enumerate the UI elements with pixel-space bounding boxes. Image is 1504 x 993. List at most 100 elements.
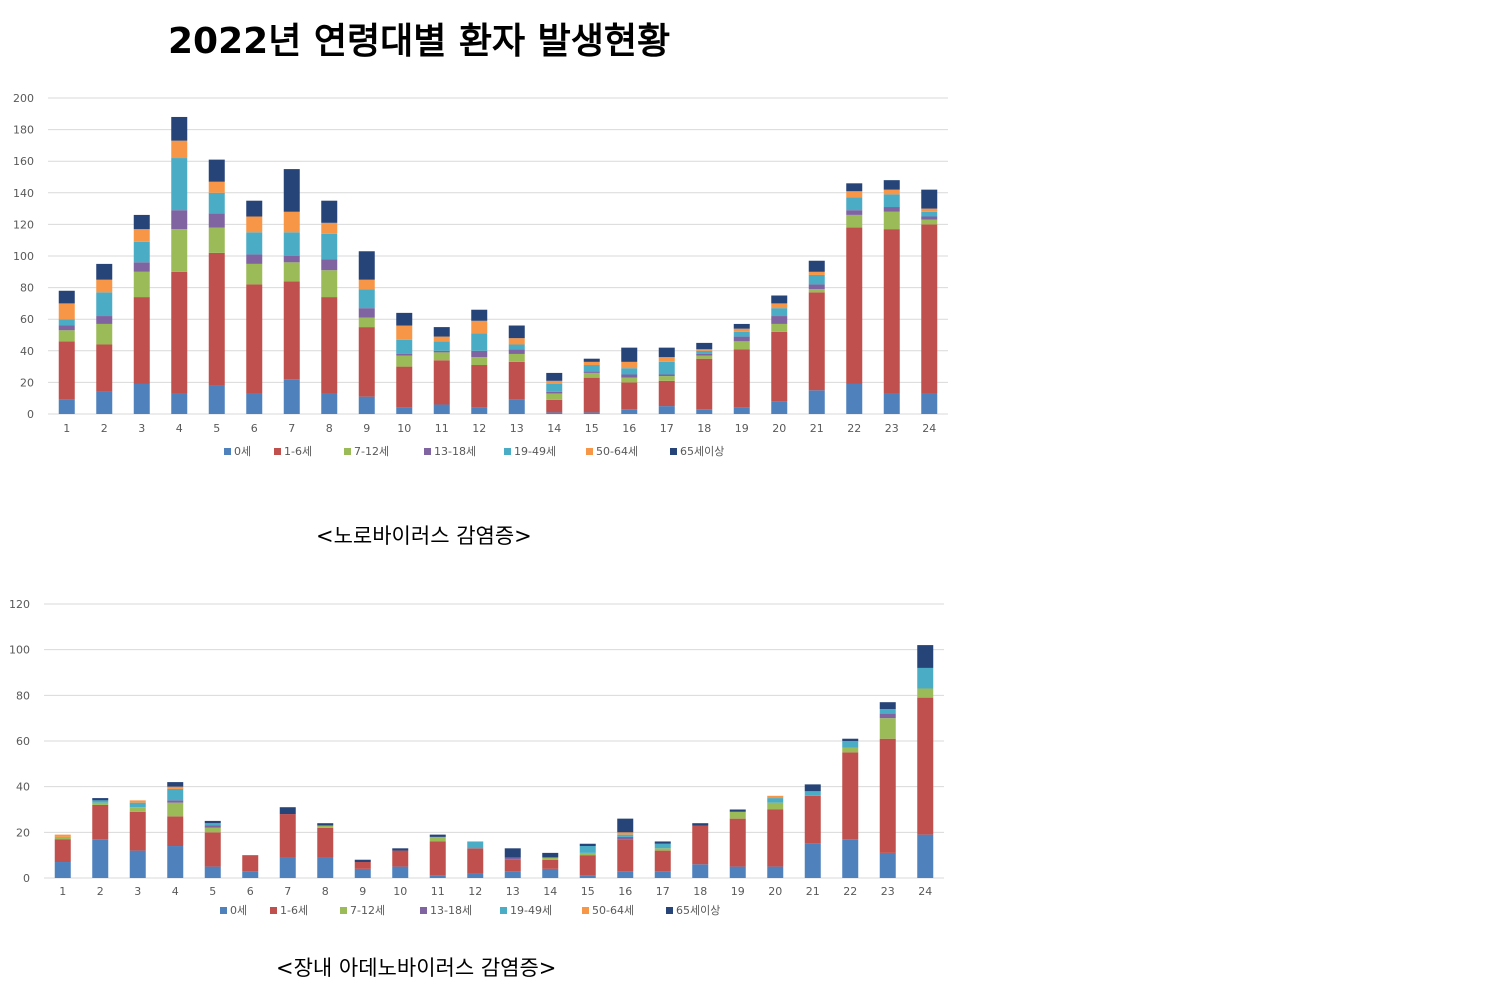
x-tick-label: 10 [393, 885, 407, 898]
bar-segment [658, 376, 675, 381]
x-tick-label: 4 [172, 885, 179, 898]
bar-segment [133, 262, 150, 272]
bar-segment [129, 802, 146, 808]
bar-segment [921, 189, 938, 209]
bar-segment [246, 263, 263, 285]
legend-label: 19-49세 [514, 445, 556, 458]
bar-segment [317, 823, 334, 826]
bar-segment [546, 399, 563, 413]
legend-label: 0세 [230, 904, 247, 917]
bar-segment [583, 371, 600, 373]
bar-segment [879, 718, 896, 739]
bar-segment [808, 390, 825, 414]
bar-segment [733, 336, 750, 342]
bar-segment [767, 795, 784, 799]
x-tick-label: 3 [134, 885, 141, 898]
bar-segment [767, 798, 784, 803]
bar-segment [58, 341, 75, 400]
bar-segment [246, 254, 263, 264]
bar-segment [471, 320, 488, 334]
bar-segment [96, 323, 113, 345]
bar-segment [208, 227, 225, 253]
bar-segment [883, 229, 900, 394]
y-tick-label: 100 [13, 250, 34, 263]
bar-segment [396, 355, 413, 367]
bar-segment [58, 290, 75, 304]
bar-segment [208, 192, 225, 214]
bar-segment [429, 875, 446, 878]
y-tick-label: 60 [20, 313, 34, 326]
bar-segment [696, 409, 713, 414]
bar-segment [358, 251, 375, 280]
bar-segment [733, 349, 750, 408]
bar-segment [354, 862, 371, 869]
bar-segment [279, 814, 296, 858]
legend-swatch [666, 907, 673, 914]
bar-segment [92, 802, 109, 805]
bar-segment [246, 284, 263, 394]
y-tick-label: 100 [9, 644, 30, 657]
x-tick-label: 12 [472, 422, 486, 435]
bar-segment [54, 836, 71, 840]
bar-segment [542, 859, 559, 869]
bar-segment [504, 857, 521, 860]
bar-segment [133, 271, 150, 298]
bar-segment [508, 353, 525, 362]
bar-segment [621, 409, 638, 414]
bar-segment [921, 224, 938, 394]
bar-segment [583, 365, 600, 372]
x-tick-label: 20 [768, 885, 782, 898]
bar-segment [654, 841, 671, 844]
bar-segment [879, 852, 896, 878]
bar-segment [583, 377, 600, 413]
bar-segment [733, 407, 750, 414]
bar-segment [96, 391, 113, 414]
bar-segment [921, 208, 938, 212]
x-tick-label: 18 [693, 885, 707, 898]
bar-segment [283, 262, 300, 282]
bar-segment [167, 800, 184, 803]
bar-segment [283, 232, 300, 256]
y-tick-label: 160 [13, 155, 34, 168]
bar-segment [729, 818, 746, 867]
bar-segment [321, 393, 338, 414]
bar-segment [92, 798, 109, 801]
bar-segment [583, 358, 600, 362]
x-tick-label: 21 [806, 885, 820, 898]
bar-segment [208, 181, 225, 193]
bar-segment [396, 339, 413, 354]
bar-segment [471, 357, 488, 366]
bar-segment [883, 393, 900, 414]
y-tick-label: 200 [13, 92, 34, 105]
bar-segment [808, 292, 825, 391]
x-tick-label: 14 [547, 422, 561, 435]
x-tick-label: 17 [656, 885, 670, 898]
bar-segment [879, 713, 896, 719]
bar-segment [242, 871, 259, 878]
y-tick-label: 80 [16, 689, 30, 702]
bar-segment [621, 382, 638, 410]
x-tick-label: 6 [251, 422, 258, 435]
bar-segment [508, 399, 525, 414]
x-tick-label: 13 [510, 422, 524, 435]
bar-segment [804, 791, 821, 796]
bar-segment [208, 385, 225, 414]
x-tick-label: 14 [543, 885, 557, 898]
bar-segment [696, 349, 713, 351]
bar-segment [358, 396, 375, 414]
bar-segment [433, 350, 450, 353]
legend-label: 13-18세 [430, 904, 472, 917]
bar-segment [842, 738, 859, 741]
bar-segment [171, 158, 188, 211]
bar-segment [617, 836, 634, 840]
y-tick-label: 40 [20, 345, 34, 358]
y-tick-label: 120 [9, 598, 30, 611]
bar-segment [658, 357, 675, 362]
legend-swatch [424, 448, 431, 455]
bar-segment [917, 645, 934, 668]
bar-segment [167, 786, 184, 789]
bar-segment [771, 303, 788, 309]
x-tick-label: 5 [209, 885, 216, 898]
bar-segment [729, 866, 746, 878]
bar-segment [654, 850, 671, 872]
